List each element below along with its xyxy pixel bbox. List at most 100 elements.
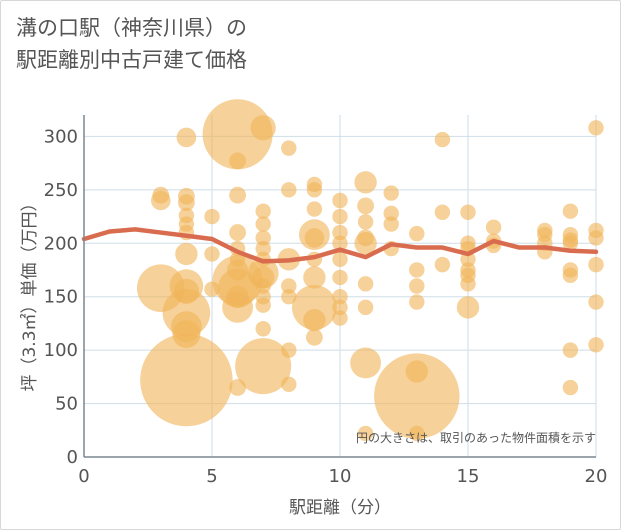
x-axis-label: 駅距離（分） xyxy=(289,498,391,518)
chart-title-line-2: 駅距離別中古戸建て価格 xyxy=(16,48,247,72)
bubble-point xyxy=(255,321,271,337)
size-note: 円の大きさは、取引のあった物件面積を示す xyxy=(356,430,596,445)
bubble-point xyxy=(562,379,579,396)
bubble-point xyxy=(140,333,233,427)
bubble-point xyxy=(456,296,480,319)
average-price-line xyxy=(81,227,599,264)
bubble-point xyxy=(222,291,254,323)
bubble-point xyxy=(229,152,247,170)
chart-title: 溝の口駅（神奈川県）の 駅距離別中古戸建て価格 xyxy=(16,12,247,76)
bubble-point xyxy=(281,182,297,198)
bubble-point xyxy=(255,297,271,313)
bubble-point xyxy=(255,203,271,219)
y-tick-label: 0 xyxy=(67,447,78,468)
bubble-point xyxy=(332,310,348,326)
bubble-point xyxy=(357,299,374,316)
bubble-point xyxy=(383,216,399,232)
bubble-point xyxy=(204,246,220,262)
bubble-point xyxy=(460,251,476,267)
bubble-point xyxy=(178,194,195,212)
y-tick-label: 200 xyxy=(44,233,78,254)
bubble-point xyxy=(332,288,348,305)
trend-line-series xyxy=(81,227,599,264)
y-tick-label: 100 xyxy=(44,340,78,361)
bubble-point xyxy=(332,299,348,316)
x-tick-label: 0 xyxy=(78,466,89,487)
bubble-point xyxy=(281,288,297,305)
bubble-point xyxy=(434,204,451,220)
bubble-point xyxy=(332,235,348,251)
bubble-point xyxy=(383,205,399,222)
bubble-point xyxy=(357,197,374,215)
bubble-point xyxy=(303,309,326,332)
bubble-point xyxy=(374,353,460,439)
bubble-point xyxy=(357,425,374,442)
bubble-point xyxy=(460,204,476,220)
bubble-point xyxy=(409,225,425,242)
bubble-point xyxy=(204,208,220,225)
bubble-point xyxy=(588,230,604,246)
bubble-point xyxy=(588,337,604,353)
bubble-point xyxy=(357,276,374,292)
bubble-point xyxy=(281,342,297,358)
bubble-point xyxy=(383,185,399,201)
bubble-point xyxy=(357,214,374,230)
bubble-point xyxy=(303,266,326,289)
bubble-point xyxy=(562,267,579,284)
x-tick-label: 15 xyxy=(457,466,480,487)
bubble-point xyxy=(434,256,451,273)
bubble-point xyxy=(409,294,425,310)
bubble-point xyxy=(332,208,348,225)
bubble-point xyxy=(332,251,348,267)
bubble-point xyxy=(175,242,198,266)
bubble-point xyxy=(292,284,337,330)
x-tick-label: 10 xyxy=(329,466,352,487)
bubble-point xyxy=(281,376,297,393)
bubble-point xyxy=(332,224,348,241)
bubble-point xyxy=(332,269,348,286)
bubble-point xyxy=(588,120,604,136)
bubble-point xyxy=(562,235,579,251)
bubble-point xyxy=(255,240,271,257)
bubble-point xyxy=(202,99,273,170)
bubble-point xyxy=(281,140,297,156)
bubble-point xyxy=(250,115,276,141)
bubble-point xyxy=(255,278,271,294)
bubble-point xyxy=(409,278,425,294)
bubble-point xyxy=(588,256,604,273)
bubble-point xyxy=(235,338,292,395)
bubble-point xyxy=(281,278,297,294)
bubble-point xyxy=(350,347,381,379)
bubble-point xyxy=(304,228,325,248)
bubble-point xyxy=(151,190,171,211)
bubble-point xyxy=(176,127,197,148)
bubble-point xyxy=(229,224,247,241)
bubble-point xyxy=(562,342,579,358)
bubble-point xyxy=(354,232,377,255)
y-tick-label: 250 xyxy=(44,180,78,201)
bubble-point xyxy=(332,192,348,209)
bubble-point xyxy=(306,328,323,346)
bubble-point xyxy=(306,201,323,217)
x-tick-label: 5 xyxy=(206,466,217,487)
bubble-point xyxy=(409,262,425,278)
bubble-point xyxy=(588,294,604,310)
bubble-point xyxy=(409,425,425,442)
y-tick-label: 50 xyxy=(55,394,78,415)
bubble-point xyxy=(255,230,271,246)
x-tick-label: 20 xyxy=(585,466,608,487)
y-axis-label: 坪（3.3㎡）単価（万円） xyxy=(20,194,40,391)
bubble-point xyxy=(434,131,451,148)
bubble-point xyxy=(460,276,476,292)
bubble-point xyxy=(354,171,377,194)
chart-title-line-1: 溝の口駅（神奈川県）の xyxy=(16,16,247,40)
bubble-point xyxy=(485,219,502,235)
bubble-point xyxy=(562,203,579,219)
y-tick-label: 150 xyxy=(44,287,78,308)
bubble-point xyxy=(255,216,271,232)
y-tick-label: 300 xyxy=(44,126,78,147)
bubble-point xyxy=(306,182,323,198)
bubble-point xyxy=(229,186,247,204)
